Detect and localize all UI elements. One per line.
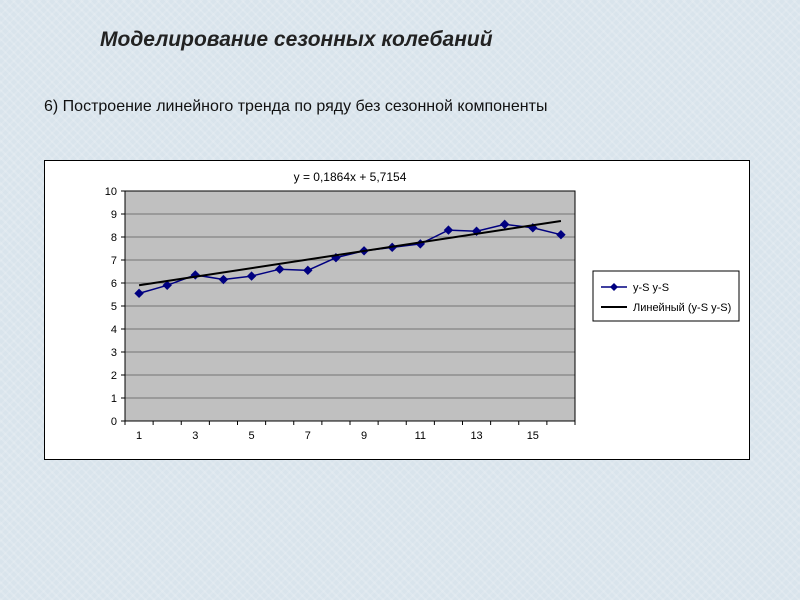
xtick-label: 13	[470, 430, 482, 442]
legend-series-label: y-S y-S	[633, 282, 669, 294]
page-subtitle: 6) Построение линейного тренда по ряду б…	[44, 98, 547, 116]
ytick-label: 3	[111, 347, 117, 359]
ytick-label: 7	[111, 255, 117, 267]
trend-chart: 01234567891013579111315y = 0,1864x + 5,7…	[45, 161, 749, 459]
xtick-label: 1	[136, 430, 142, 442]
equation-label: y = 0,1864x + 5,7154	[294, 170, 407, 184]
xtick-label: 11	[415, 430, 426, 442]
ytick-label: 10	[105, 186, 117, 198]
page-title: Моделирование сезонных колебаний	[100, 28, 493, 52]
ytick-label: 5	[111, 301, 117, 313]
xtick-label: 9	[361, 430, 367, 442]
ytick-label: 9	[111, 209, 117, 221]
ytick-label: 4	[111, 324, 117, 336]
ytick-label: 8	[111, 232, 117, 244]
chart-container: 01234567891013579111315y = 0,1864x + 5,7…	[44, 160, 750, 460]
ytick-label: 2	[111, 370, 117, 382]
ytick-label: 1	[111, 393, 117, 405]
ytick-label: 6	[111, 278, 117, 290]
xtick-label: 7	[305, 430, 311, 442]
xtick-label: 5	[249, 430, 255, 442]
ytick-label: 0	[111, 416, 117, 428]
xtick-label: 15	[527, 430, 539, 442]
legend-trend-label: Линейный (y-S y-S)	[633, 302, 731, 314]
xtick-label: 3	[192, 430, 198, 442]
